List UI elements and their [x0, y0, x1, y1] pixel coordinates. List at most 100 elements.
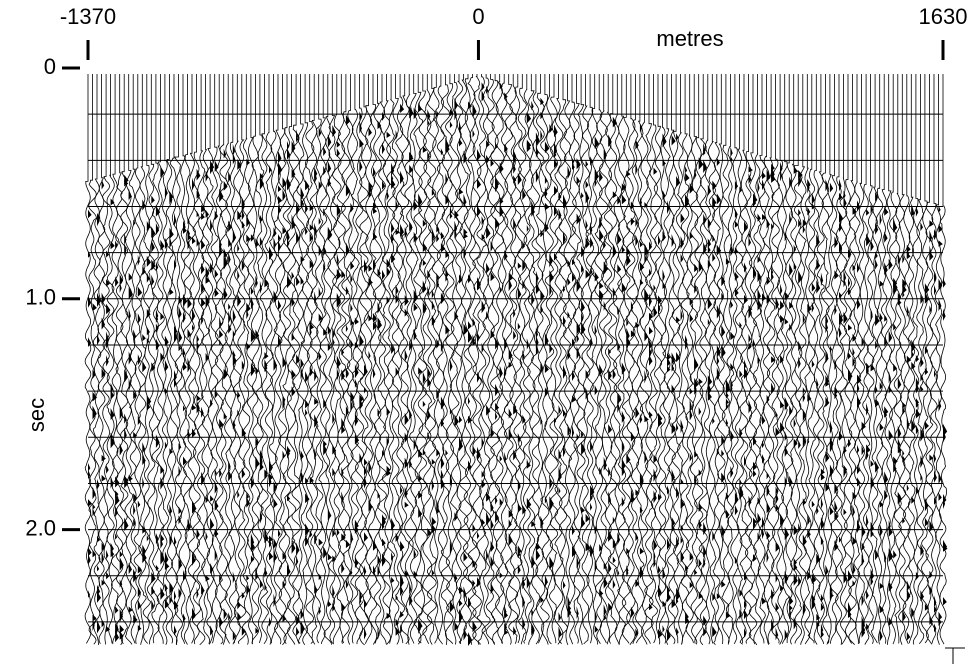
trace-lobe [269, 246, 273, 260]
trace-lobe [337, 356, 341, 370]
seismic-trace [804, 74, 811, 644]
trace-lobe [595, 325, 597, 336]
trace-lobe [581, 442, 585, 456]
trace-lobe [699, 378, 703, 384]
trace-lobe [210, 625, 213, 635]
seismic-trace [939, 74, 946, 644]
trace-lobe [663, 625, 665, 633]
trace-lobe [635, 406, 639, 418]
trace-lobe [391, 577, 394, 583]
seismic-trace [120, 74, 128, 644]
trace-lobe [690, 314, 694, 323]
trace-lobe [866, 590, 869, 600]
trace-lobe [160, 587, 164, 600]
trace-lobe [174, 590, 176, 600]
trace-lobe [749, 237, 752, 247]
trace-lobe [889, 331, 893, 344]
trace-lobe [848, 324, 852, 330]
trace-lobe [319, 539, 323, 546]
trace-lobe [613, 579, 616, 589]
trace-lobe [943, 597, 947, 605]
trace-lobe [274, 550, 278, 562]
trace-lobe [518, 503, 522, 512]
trace-lobe [97, 479, 100, 490]
trace-lobe [712, 417, 714, 424]
seismic-trace [152, 74, 160, 643]
trace-lobe [758, 270, 762, 283]
trace-lobe [378, 318, 383, 331]
trace-lobe [147, 256, 151, 267]
trace-lobe [513, 308, 515, 318]
trace-lobe [233, 229, 236, 243]
trace-lobe [409, 409, 412, 420]
trace-lobe [169, 504, 172, 516]
trace-lobe [780, 401, 784, 408]
trace-lobe [504, 629, 508, 635]
trace-lobe [396, 285, 399, 296]
trace-lobe [834, 236, 838, 248]
trace-lobe [721, 450, 724, 457]
trace-lobe [635, 234, 638, 246]
trace-lobe [509, 519, 512, 528]
x-tick-label: 1630 [919, 4, 968, 29]
trace-lobe [586, 514, 590, 523]
trace-lobe [672, 234, 675, 247]
trace-lobe [563, 365, 566, 379]
trace-lobe [536, 169, 539, 183]
trace-lobe [934, 453, 936, 463]
trace-lobe [179, 306, 182, 320]
trace-lobe [595, 136, 599, 149]
trace-lobe [699, 559, 702, 568]
trace-lobe [880, 212, 882, 225]
trace-lobe [486, 263, 490, 274]
trace-lobe [350, 274, 352, 284]
trace-lobe [803, 387, 806, 394]
trace-lobe [387, 132, 391, 138]
trace-lobe [531, 521, 535, 527]
trace-lobe [893, 220, 897, 232]
trace-lobe [812, 360, 815, 368]
trace-lobe [373, 368, 375, 379]
seismic-trace [645, 74, 654, 644]
trace-lobe [405, 295, 409, 306]
trace-lobe [142, 199, 145, 210]
trace-lobe [518, 323, 521, 330]
trace-lobe [418, 194, 422, 208]
trace-lobe [785, 527, 789, 540]
trace-lobe [138, 313, 141, 324]
trace-lobe [798, 440, 801, 449]
seismic-trace [735, 74, 743, 643]
trace-lobe [608, 562, 611, 574]
trace-lobe [369, 351, 371, 360]
trace-lobe [328, 509, 332, 521]
trace-lobe [405, 349, 408, 362]
trace-lobe [753, 339, 755, 348]
trace-lobe [405, 413, 409, 425]
trace-lobe [142, 334, 146, 341]
trace-lobe [518, 287, 522, 299]
trace-lobe [559, 487, 561, 494]
trace-lobe [296, 555, 298, 566]
trace-lobe [545, 575, 548, 587]
trace-lobe [635, 162, 637, 175]
trace-lobe [93, 303, 97, 311]
seismic-trace [663, 74, 671, 645]
trace-lobe [432, 289, 434, 298]
trace-lobe [88, 463, 90, 472]
trace-lobe [319, 352, 322, 361]
trace-lobe [599, 282, 603, 289]
trace-lobe [192, 237, 196, 244]
trace-lobe [314, 368, 317, 381]
trace-lobe [418, 367, 422, 374]
trace-lobe [296, 276, 300, 286]
trace-lobe [943, 424, 947, 437]
trace-lobe [274, 499, 278, 509]
trace-lobe [644, 451, 647, 464]
trace-lobe [839, 327, 842, 338]
trace-lobe [880, 313, 883, 322]
seismic-trace [211, 74, 218, 643]
trace-lobe [681, 419, 684, 433]
trace-lobe [531, 101, 533, 110]
trace-lobe [939, 493, 942, 501]
trace-lobe [744, 359, 746, 370]
